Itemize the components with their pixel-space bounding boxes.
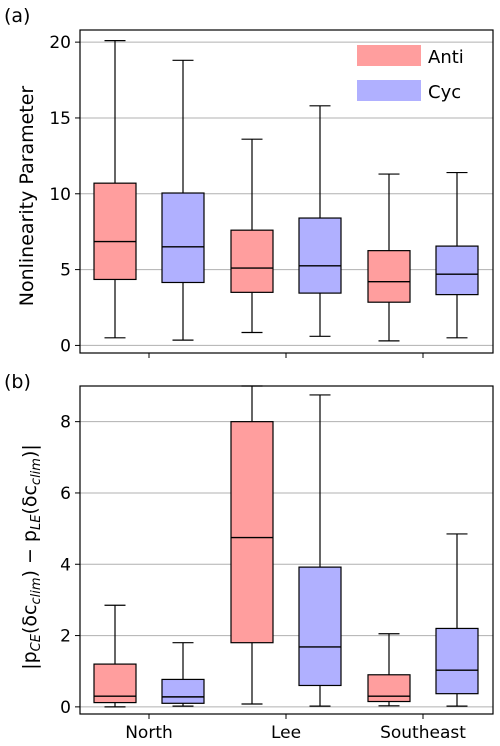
box-anti-north	[93, 182, 137, 281]
box-cyc-southeast	[435, 627, 479, 695]
y-tick-label: 6	[60, 484, 71, 504]
box-cyc-lee	[298, 217, 342, 294]
panel-b-label: (b)	[4, 371, 31, 393]
x-tick-label: Southeast	[380, 723, 466, 743]
y-tick-label: 2	[60, 627, 71, 647]
legend-swatch-cyc	[357, 80, 421, 101]
y-tick-label: 10	[49, 185, 71, 205]
y-tick-label: 8	[60, 413, 71, 433]
box-anti-southeast	[367, 250, 411, 303]
x-tick-label: Lee	[271, 723, 301, 743]
box-anti-lee	[230, 229, 274, 293]
legend-label-anti: Anti	[428, 47, 464, 68]
panel-a-label: (a)	[4, 5, 30, 27]
box-cyc-southeast	[435, 245, 479, 296]
panel-a: (a) Nonlinearity Parameter 0 5 10 15 20 Anti…	[4, 5, 494, 358]
panel-b: (b) |pCE(δcclim) − pLE(δcclim)| 0 2 4 6 8 Nor…	[4, 371, 494, 743]
box-cyc-north	[161, 192, 205, 284]
legend: Anti Cyc	[357, 45, 464, 103]
box-cyc-north	[161, 678, 205, 704]
axes-frame	[79, 385, 494, 715]
panel-b-ylabel: |pCE(δcclim) − pLE(δcclim)|	[19, 444, 44, 670]
box-anti-southeast	[367, 674, 411, 703]
box-cyc-lee	[298, 566, 342, 687]
panel-a-ylabel: Nonlinearity Parameter	[16, 86, 38, 307]
legend-swatch-anti	[357, 45, 421, 66]
y-tick-label: 0	[60, 698, 71, 718]
y-tick-label: 5	[60, 261, 71, 281]
y-tick-label: 0	[60, 336, 71, 356]
legend-label-cyc: Cyc	[428, 82, 461, 103]
y-tick-label: 20	[49, 33, 71, 53]
y-tick-label: 15	[49, 109, 71, 129]
y-tick-label: 4	[60, 555, 71, 575]
x-tick-label: North	[125, 723, 173, 743]
box-anti-lee	[230, 421, 274, 644]
axes-frame	[79, 29, 494, 354]
